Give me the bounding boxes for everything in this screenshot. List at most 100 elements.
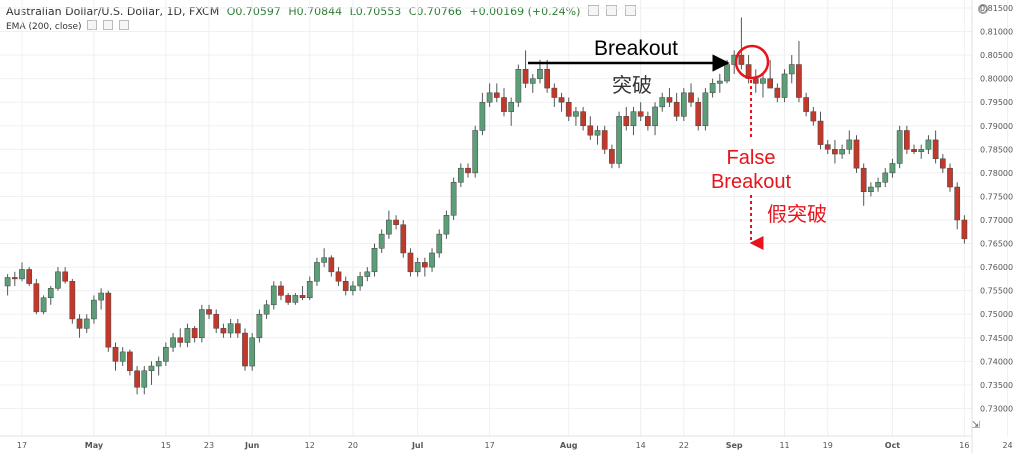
candle-body-up (148, 365, 155, 372)
candle (788, 55, 795, 84)
candle-body-down (824, 144, 831, 150)
candle (666, 88, 673, 107)
candle (616, 111, 622, 169)
grid-lines (0, 0, 1009, 436)
candle-body-up (292, 295, 299, 303)
candle-body-down (803, 97, 809, 112)
candle-body-down (177, 337, 184, 343)
candle (198, 304, 205, 343)
candle-body-down (105, 292, 112, 348)
candle-body-up (573, 111, 579, 117)
candle-body-down (393, 219, 399, 225)
candle (911, 144, 917, 155)
candle (393, 215, 399, 230)
candle-body-down (565, 101, 572, 117)
candle (191, 326, 198, 343)
gear-icon[interactable] (978, 4, 988, 14)
candle (33, 278, 40, 315)
indicator-settings-icon[interactable] (103, 20, 114, 30)
candle-body-up (529, 78, 536, 84)
false-label: False (727, 147, 776, 169)
candle (529, 73, 536, 93)
candle-body-down (76, 318, 83, 329)
candle (623, 106, 630, 131)
candle-body-up (306, 280, 313, 298)
candle-body-down (666, 97, 673, 103)
header-close-icon[interactable] (624, 5, 636, 16)
candle (26, 267, 33, 286)
candle (709, 78, 716, 98)
candle (285, 293, 292, 305)
candle-body-up (537, 68, 543, 79)
candle-body-down (278, 285, 284, 296)
candle (155, 356, 162, 376)
candle (141, 366, 148, 395)
candle-body-up (40, 297, 47, 313)
candle-body-down (695, 101, 702, 127)
candle-body-down (191, 328, 198, 339)
candle-body-up (198, 309, 205, 339)
x-tick-label: 20 (348, 441, 358, 450)
candle (105, 290, 112, 352)
candle-body-up (889, 163, 896, 174)
candle-body-up (882, 172, 889, 183)
candle-body-up (163, 346, 169, 362)
y-tick-label: 0.77000 (980, 216, 1013, 225)
candle-body-down (860, 167, 867, 192)
candle (860, 163, 867, 206)
candle-body-up (4, 277, 11, 287)
x-axis: 17 May 15 23 Jun 12 20 Jul 17 Aug 14 22 Sep 11 19 Oct 16… (17, 441, 1013, 450)
candle-body-down (637, 111, 644, 117)
candle-body-up (436, 233, 443, 254)
header-toggle-icon[interactable] (587, 5, 599, 16)
x-tick-label: 11 (779, 441, 789, 450)
candle-body-down (69, 280, 76, 320)
scroll-right-icon[interactable]: ⇲ (971, 420, 980, 431)
candle (810, 106, 817, 126)
y-tick-label: 0.81000 (980, 28, 1013, 37)
candle-body-down (213, 313, 220, 329)
y-tick-label: 0.76500 (980, 240, 1013, 249)
candle (98, 288, 104, 310)
candles-layer (4, 17, 968, 395)
candle-body-up (429, 252, 435, 268)
candle (4, 274, 11, 296)
false-breakout-label-zh: 假突破 (767, 202, 827, 226)
indicator-toggle-icon[interactable] (87, 20, 98, 30)
candle-body-up (652, 106, 658, 127)
y-axis: 0.81500 0.81000 0.80500 0.80000 0.79500 0.790… (980, 4, 1013, 413)
x-tick-label: 22 (679, 441, 689, 450)
candle-body-down (400, 224, 407, 254)
candle (40, 295, 47, 315)
candle-body-down (817, 120, 824, 145)
candle-body-up (868, 186, 874, 192)
candle-body-down (601, 130, 608, 150)
candle (774, 83, 781, 103)
candle (177, 328, 184, 348)
candle (702, 88, 709, 131)
candle (127, 349, 133, 376)
candle-body-up (414, 262, 421, 273)
candle (594, 125, 601, 145)
candle-body-down (11, 277, 18, 280)
candle-body-up (83, 318, 90, 329)
candle-body-up (364, 271, 371, 277)
indicator-close-icon[interactable] (119, 20, 130, 30)
candle-body-down (242, 332, 248, 367)
candle (378, 229, 385, 253)
candle (939, 154, 946, 173)
candle-body-down (335, 271, 342, 282)
candle-body-up (896, 130, 903, 164)
candle (508, 97, 515, 126)
candle (558, 92, 565, 112)
candle-body-down (342, 280, 349, 291)
y-tick-label: 0.75500 (980, 287, 1013, 296)
header-settings-icon[interactable] (606, 5, 618, 16)
candle-body-down (33, 283, 40, 313)
candle (904, 125, 910, 155)
candle (465, 163, 471, 178)
candle-body-down (285, 295, 292, 303)
x-tick-label: 24 (1002, 441, 1012, 450)
y-tick-label: 0.73500 (980, 381, 1013, 390)
